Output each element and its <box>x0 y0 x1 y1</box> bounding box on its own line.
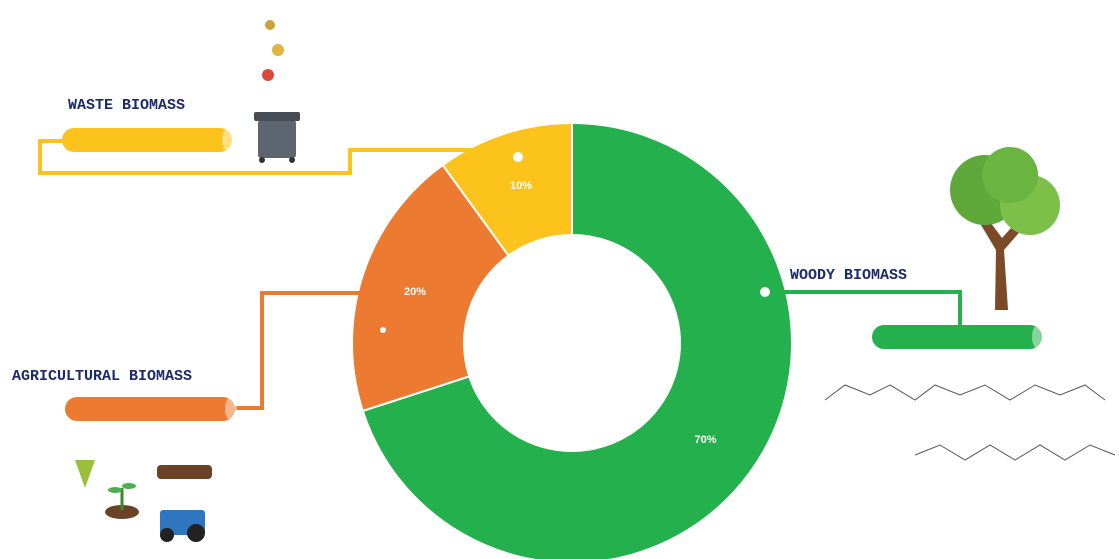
tube-end <box>225 397 237 421</box>
value-label: 10% <box>510 180 532 192</box>
category-label: AGRICULTURAL BIOMASS <box>12 368 192 385</box>
callout-dot <box>376 323 390 337</box>
tube <box>62 128 232 152</box>
tube <box>65 397 235 421</box>
callout-dot <box>760 287 770 297</box>
tree-icon <box>950 147 1060 310</box>
bin-icon <box>254 20 300 163</box>
category-label: WOODY BIOMASS <box>790 267 907 284</box>
value-label: 70% <box>694 434 716 446</box>
molecule-drawing <box>824 384 1116 461</box>
tube-end <box>1032 325 1044 349</box>
donut-slice <box>441 121 573 258</box>
tube-end <box>222 128 234 152</box>
category-label: WASTE BIOMASS <box>68 97 185 114</box>
farm-icons <box>75 460 212 542</box>
tube <box>872 325 1042 349</box>
donut-slice <box>361 121 793 559</box>
connector <box>38 139 520 175</box>
connector <box>765 290 962 336</box>
value-label: 20% <box>404 286 426 298</box>
donut-slice <box>351 163 510 413</box>
connector <box>235 291 385 410</box>
callout-dot <box>513 152 523 162</box>
